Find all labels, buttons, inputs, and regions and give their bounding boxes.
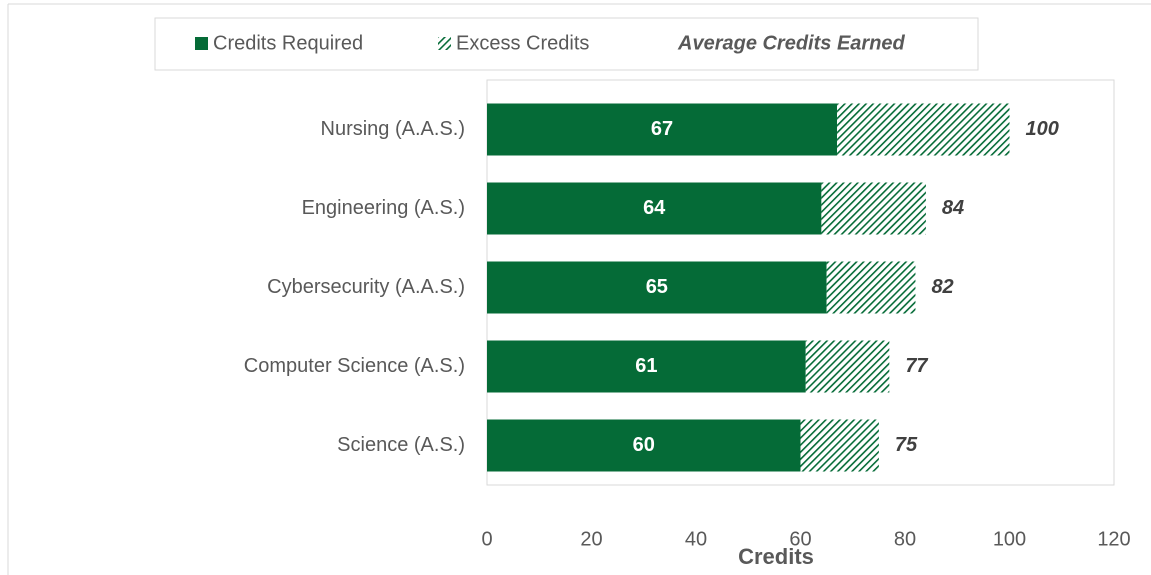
data-label: 67 [651, 118, 673, 140]
y-tick-label: Computer Science (A.S.) [244, 355, 465, 377]
bar-segment [487, 182, 822, 235]
legend-swatch [438, 37, 451, 50]
total-label: 75 [895, 434, 918, 456]
legend-box [154, 17, 979, 71]
x-axis-label: Credits [738, 544, 814, 569]
y-tick-label: Science (A.S.) [337, 434, 465, 456]
y-tick-label: Nursing (A.A.S.) [321, 118, 465, 140]
x-tick-label: 20 [580, 528, 602, 550]
bar-segment [837, 103, 1010, 156]
legend-swatch [195, 37, 208, 50]
x-tick-label: 80 [894, 528, 916, 550]
data-label: 64 [643, 197, 666, 219]
data-label: 65 [646, 276, 668, 298]
legend-label: Credits Required [213, 32, 363, 54]
bar-segment [805, 340, 890, 393]
legend-label: Excess Credits [456, 32, 589, 54]
x-tick-label: 120 [1097, 528, 1130, 550]
x-tick-label: 40 [685, 528, 707, 550]
bar-segment [487, 419, 801, 472]
bar-segment [487, 261, 827, 314]
data-label: 61 [635, 355, 657, 377]
bar-segment [826, 261, 916, 314]
bar-segment [821, 182, 926, 235]
bar-segment [487, 340, 806, 393]
total-label: 100 [1026, 118, 1059, 140]
y-tick-label: Engineering (A.S.) [302, 197, 465, 219]
bar-segment [487, 103, 838, 156]
legend-label: Average Credits Earned [677, 32, 906, 54]
total-label: 82 [931, 276, 953, 298]
x-tick-label: 100 [993, 528, 1026, 550]
total-label: 84 [942, 197, 964, 219]
data-label: 60 [633, 434, 655, 456]
x-tick-label: 0 [481, 528, 492, 550]
total-label: 77 [905, 355, 928, 377]
bar-segment [800, 419, 879, 472]
y-tick-label: Cybersecurity (A.A.S.) [267, 276, 465, 298]
x-tick-label: 60 [789, 528, 811, 550]
